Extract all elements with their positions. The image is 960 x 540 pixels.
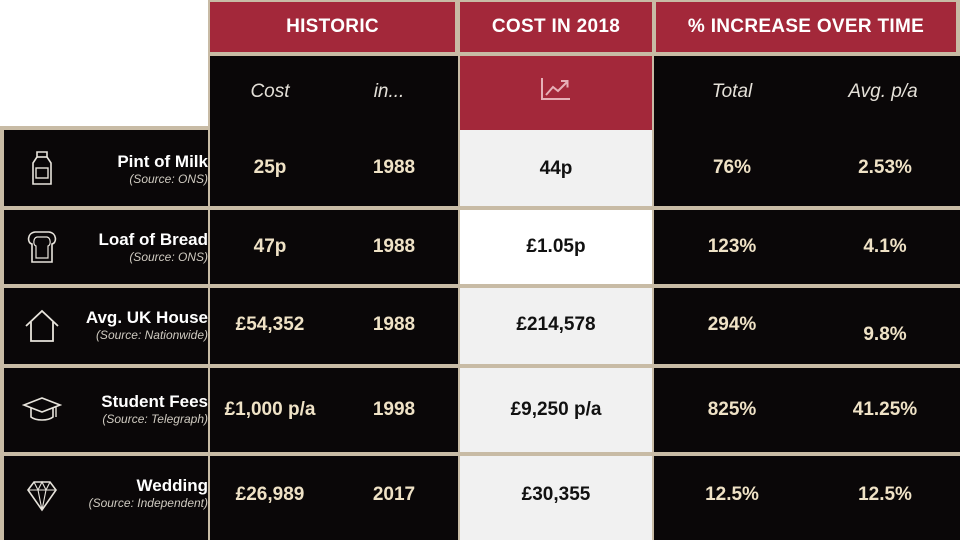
item-name-block: Pint of Milk (Source: ONS) bbox=[117, 152, 208, 186]
historic-cost: 47p bbox=[210, 210, 330, 284]
milk-bottle-icon bbox=[32, 151, 52, 185]
item-source: (Source: Nationwide) bbox=[95, 328, 208, 342]
item-cell: Loaf of Bread (Source: ONS) bbox=[4, 210, 208, 284]
empty-corner bbox=[0, 0, 208, 126]
historic-cost: £54,352 bbox=[210, 288, 330, 364]
item-name: Avg. UK House bbox=[85, 308, 208, 327]
house-icon bbox=[25, 309, 59, 342]
historic-year: 1998 bbox=[330, 368, 458, 452]
avg-increase: 2.53% bbox=[810, 130, 960, 206]
subheader-cost: Cost bbox=[250, 81, 290, 102]
cost-2018: £1.05p bbox=[460, 210, 652, 284]
subheader-in: in... bbox=[373, 81, 405, 102]
trending-up-icon bbox=[541, 78, 570, 100]
table-row: Avg. UK House (Source: Nationwide) £54,3… bbox=[0, 288, 960, 364]
item-name: Wedding bbox=[136, 476, 208, 495]
table-row: Loaf of Bread (Source: ONS) 47p 1988 £1.… bbox=[0, 210, 960, 284]
item-cell: Wedding (Source: Independent) bbox=[4, 456, 208, 540]
historic-cost: £1,000 p/a bbox=[210, 368, 330, 452]
header-cost-2018: COST IN 2018 bbox=[460, 2, 652, 52]
item-cell: Pint of Milk (Source: ONS) bbox=[4, 130, 208, 206]
item-name: Loaf of Bread bbox=[98, 230, 208, 249]
item-source: (Source: ONS) bbox=[129, 250, 208, 264]
item-name-block: Student Fees (Source: Telegraph) bbox=[101, 392, 208, 426]
historic-year: 1988 bbox=[330, 288, 458, 364]
table-row: Pint of Milk (Source: ONS) 25p 1988 44p … bbox=[0, 130, 960, 206]
item-name-block: Wedding (Source: Independent) bbox=[89, 476, 208, 510]
cost-2018: £214,578 bbox=[460, 288, 652, 364]
item-name: Pint of Milk bbox=[117, 152, 208, 171]
cost-2018: 44p bbox=[460, 130, 652, 206]
table-row: Wedding (Source: Independent) £26,989 20… bbox=[0, 456, 960, 540]
cost-2018: £9,250 p/a bbox=[460, 368, 652, 452]
graduation-cap-icon bbox=[22, 397, 62, 421]
historic-year: 1988 bbox=[330, 210, 458, 284]
subheader-avg: Avg. p/a bbox=[848, 81, 918, 102]
item-source: (Source: Independent) bbox=[88, 496, 208, 510]
total-increase: 12.5% bbox=[654, 456, 810, 540]
item-cell: Student Fees (Source: Telegraph) bbox=[4, 368, 208, 452]
total-increase: 76% bbox=[654, 130, 810, 206]
historic-cost: 25p bbox=[210, 130, 330, 206]
historic-year: 2017 bbox=[330, 456, 458, 540]
item-source: (Source: Telegraph) bbox=[102, 412, 208, 426]
item-cell: Avg. UK House (Source: Nationwide) bbox=[4, 288, 208, 364]
item-name-block: Loaf of Bread (Source: ONS) bbox=[98, 230, 208, 264]
total-increase: 123% bbox=[654, 210, 810, 284]
historic-cost: £26,989 bbox=[210, 456, 330, 540]
avg-increase: 4.1% bbox=[810, 210, 960, 284]
total-increase: 294% bbox=[654, 288, 810, 364]
historic-year: 1988 bbox=[330, 130, 458, 206]
item-name: Student Fees bbox=[101, 392, 208, 411]
avg-increase: 41.25% bbox=[810, 368, 960, 452]
table-row: Student Fees (Source: Telegraph) £1,000 … bbox=[0, 368, 960, 452]
cost-2018: £30,355 bbox=[460, 456, 652, 540]
bread-icon bbox=[27, 231, 57, 263]
item-source: (Source: ONS) bbox=[129, 172, 208, 186]
avg-increase: 9.8% bbox=[810, 288, 960, 364]
total-increase: 825% bbox=[654, 368, 810, 452]
diamond-icon bbox=[27, 480, 57, 512]
header-increase: % INCREASE OVER TIME bbox=[656, 2, 956, 52]
header-historic: HISTORIC bbox=[210, 2, 455, 52]
avg-increase: 12.5% bbox=[810, 456, 960, 540]
subheader-total: Total bbox=[711, 81, 753, 102]
item-name-block: Avg. UK House (Source: Nationwide) bbox=[86, 308, 208, 342]
